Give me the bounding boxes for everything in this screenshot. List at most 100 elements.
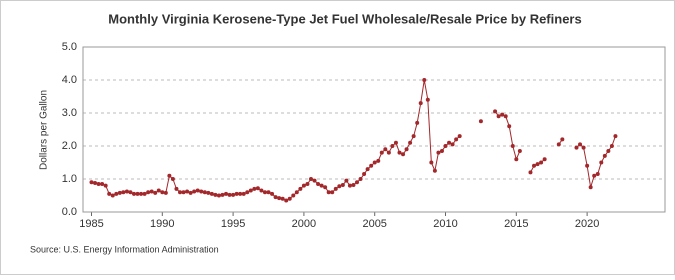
chart-title: Monthly Virginia Kerosene-Type Jet Fuel … [108, 11, 581, 26]
data-point [337, 184, 342, 189]
data-point [333, 186, 338, 191]
data-point [351, 182, 356, 187]
y-tick-label: 5.0 [62, 41, 77, 53]
data-point [606, 148, 611, 153]
data-point [365, 167, 370, 172]
data-point [220, 192, 225, 197]
data-point [234, 191, 239, 196]
data-point [613, 134, 618, 139]
data-point [312, 178, 317, 183]
y-axis-label: Dollars per Gallon [39, 90, 50, 170]
data-point [372, 160, 377, 165]
data-point [301, 183, 306, 188]
x-tick-label: 2015 [504, 218, 528, 230]
data-point [535, 162, 540, 167]
x-tick-label: 1985 [79, 218, 103, 230]
data-point [131, 191, 136, 196]
data-point [139, 191, 144, 196]
data-point [277, 196, 282, 201]
data-point [185, 189, 190, 194]
data-point [408, 140, 413, 145]
data-point [142, 191, 147, 196]
data-point [358, 177, 363, 181]
plot-area [82, 46, 666, 213]
data-point [457, 134, 462, 139]
data-point [252, 186, 257, 191]
data-point [404, 147, 409, 152]
data-point [181, 190, 186, 195]
data-point [195, 188, 200, 193]
data-point [128, 190, 133, 195]
data-point [602, 153, 607, 158]
x-tick-label: 2005 [362, 218, 386, 230]
data-point [344, 178, 349, 183]
data-point [199, 189, 204, 194]
data-point [202, 190, 207, 195]
data-point [231, 192, 236, 197]
x-tick-label: 2000 [292, 218, 316, 230]
data-point [517, 148, 522, 153]
data-point [192, 189, 197, 194]
data-point [326, 190, 331, 195]
data-point [284, 198, 289, 203]
data-point [493, 109, 498, 114]
source-note: Source: U.S. Energy Information Administ… [30, 244, 219, 254]
data-point [117, 190, 122, 195]
data-point [96, 181, 101, 186]
data-point [393, 140, 398, 145]
data-point [121, 190, 126, 195]
data-point [262, 190, 267, 195]
data-point [255, 186, 260, 191]
data-point [560, 137, 565, 142]
data-point [266, 190, 271, 195]
data-point [114, 191, 119, 196]
data-point [478, 119, 483, 124]
data-point [542, 157, 547, 162]
x-tick-label: 1990 [150, 218, 174, 230]
data-point [107, 191, 112, 196]
data-point [443, 144, 448, 148]
data-point [323, 185, 328, 190]
data-point [319, 183, 324, 188]
data-point [386, 150, 391, 155]
data-point [294, 190, 299, 195]
data-point [291, 193, 296, 198]
data-point [429, 160, 434, 165]
data-point [167, 173, 172, 178]
data-point [213, 192, 218, 197]
data-point [160, 190, 165, 195]
data-point [588, 185, 593, 190]
data-point [532, 163, 537, 168]
data-point [609, 144, 614, 148]
data-point [270, 191, 275, 196]
data-point [503, 114, 508, 119]
data-point [556, 142, 561, 147]
data-point [347, 183, 352, 188]
data-point [103, 183, 108, 188]
data-point [599, 160, 604, 165]
y-tick-label: 0.0 [62, 206, 77, 218]
data-point [146, 190, 151, 195]
data-point [454, 137, 459, 142]
data-point [592, 173, 597, 178]
data-point [248, 188, 253, 193]
data-point [507, 124, 512, 129]
x-tick-label: 2010 [433, 218, 457, 230]
data-point [174, 186, 179, 191]
data-point [581, 145, 586, 150]
data-point [397, 150, 402, 155]
data-point [379, 150, 384, 155]
data-point [418, 101, 423, 106]
data-point [585, 163, 590, 168]
data-point [305, 181, 310, 186]
data-point [447, 140, 452, 145]
data-point [259, 188, 264, 193]
data-point [422, 78, 427, 82]
data-point [227, 192, 232, 197]
data-point [163, 190, 168, 195]
data-point [206, 190, 211, 195]
data-point [178, 190, 182, 195]
data-point [149, 189, 154, 194]
data-point [216, 193, 221, 198]
